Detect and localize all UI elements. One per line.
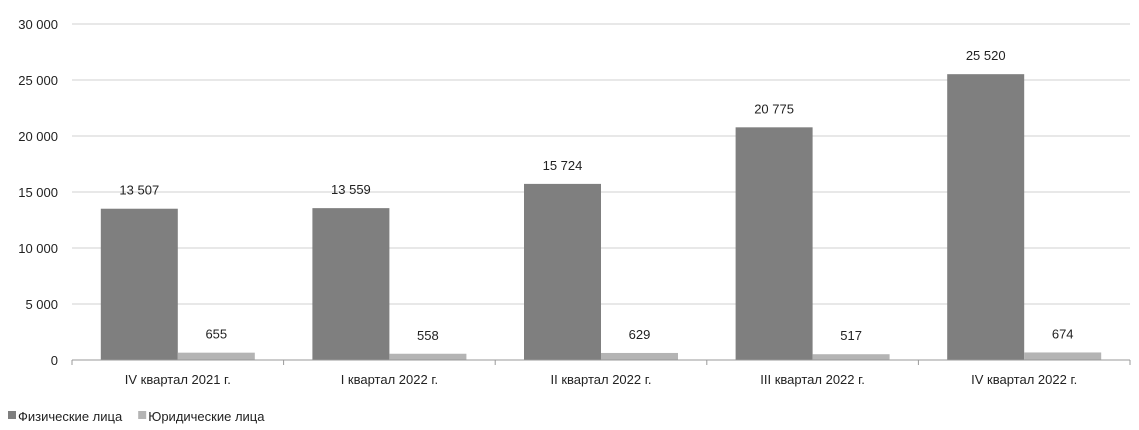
bar [177, 352, 255, 360]
data-label: 629 [629, 327, 651, 342]
data-label: 674 [1052, 326, 1074, 341]
data-label: 517 [840, 328, 862, 343]
bar [389, 353, 467, 360]
data-label: 20 775 [754, 101, 794, 116]
axes: 0 5 000 10 000 15 000 20 000 25 000 30 000 IV к… [18, 17, 1131, 387]
bar [947, 74, 1025, 361]
bar [1024, 352, 1102, 360]
data-label: 13 559 [331, 182, 371, 197]
y-tick-label: 0 [51, 353, 58, 368]
bar [735, 127, 813, 360]
legend-swatch [138, 411, 147, 419]
x-tick-label: I квартал 2022 г. [341, 372, 438, 387]
data-label: 25 520 [966, 48, 1006, 63]
bar [312, 208, 390, 360]
bar [100, 208, 178, 360]
legend-label: Физические лица [18, 409, 123, 424]
bar [812, 354, 890, 360]
x-tick-label: IV квартал 2022 г. [971, 372, 1077, 387]
data-label: 13 507 [119, 183, 159, 198]
data-label: 655 [205, 327, 227, 342]
legend-swatch [8, 411, 16, 419]
data-label: 15 724 [543, 158, 583, 173]
y-tick-label: 30 000 [18, 17, 58, 32]
legend: Физические лица Юридические лица [8, 409, 265, 424]
y-tick-label: 20 000 [18, 129, 58, 144]
bar [601, 352, 678, 360]
legend-label: Юридические лица [148, 409, 265, 424]
bar [524, 183, 601, 360]
x-tick-label: III квартал 2022 г. [760, 372, 865, 387]
y-tick-label: 5 000 [25, 297, 58, 312]
y-tick-label: 10 000 [18, 241, 58, 256]
bars [100, 74, 1102, 361]
x-tick-label: IV квартал 2021 г. [125, 372, 231, 387]
y-tick-label: 15 000 [18, 185, 58, 200]
data-labels: 13 507 655 13 559 558 15 724 629 20 775 517 25 5… [119, 48, 1073, 343]
x-tick-label: II квартал 2022 г. [551, 372, 652, 387]
y-tick-label: 25 000 [18, 73, 58, 88]
data-label: 558 [417, 328, 439, 343]
